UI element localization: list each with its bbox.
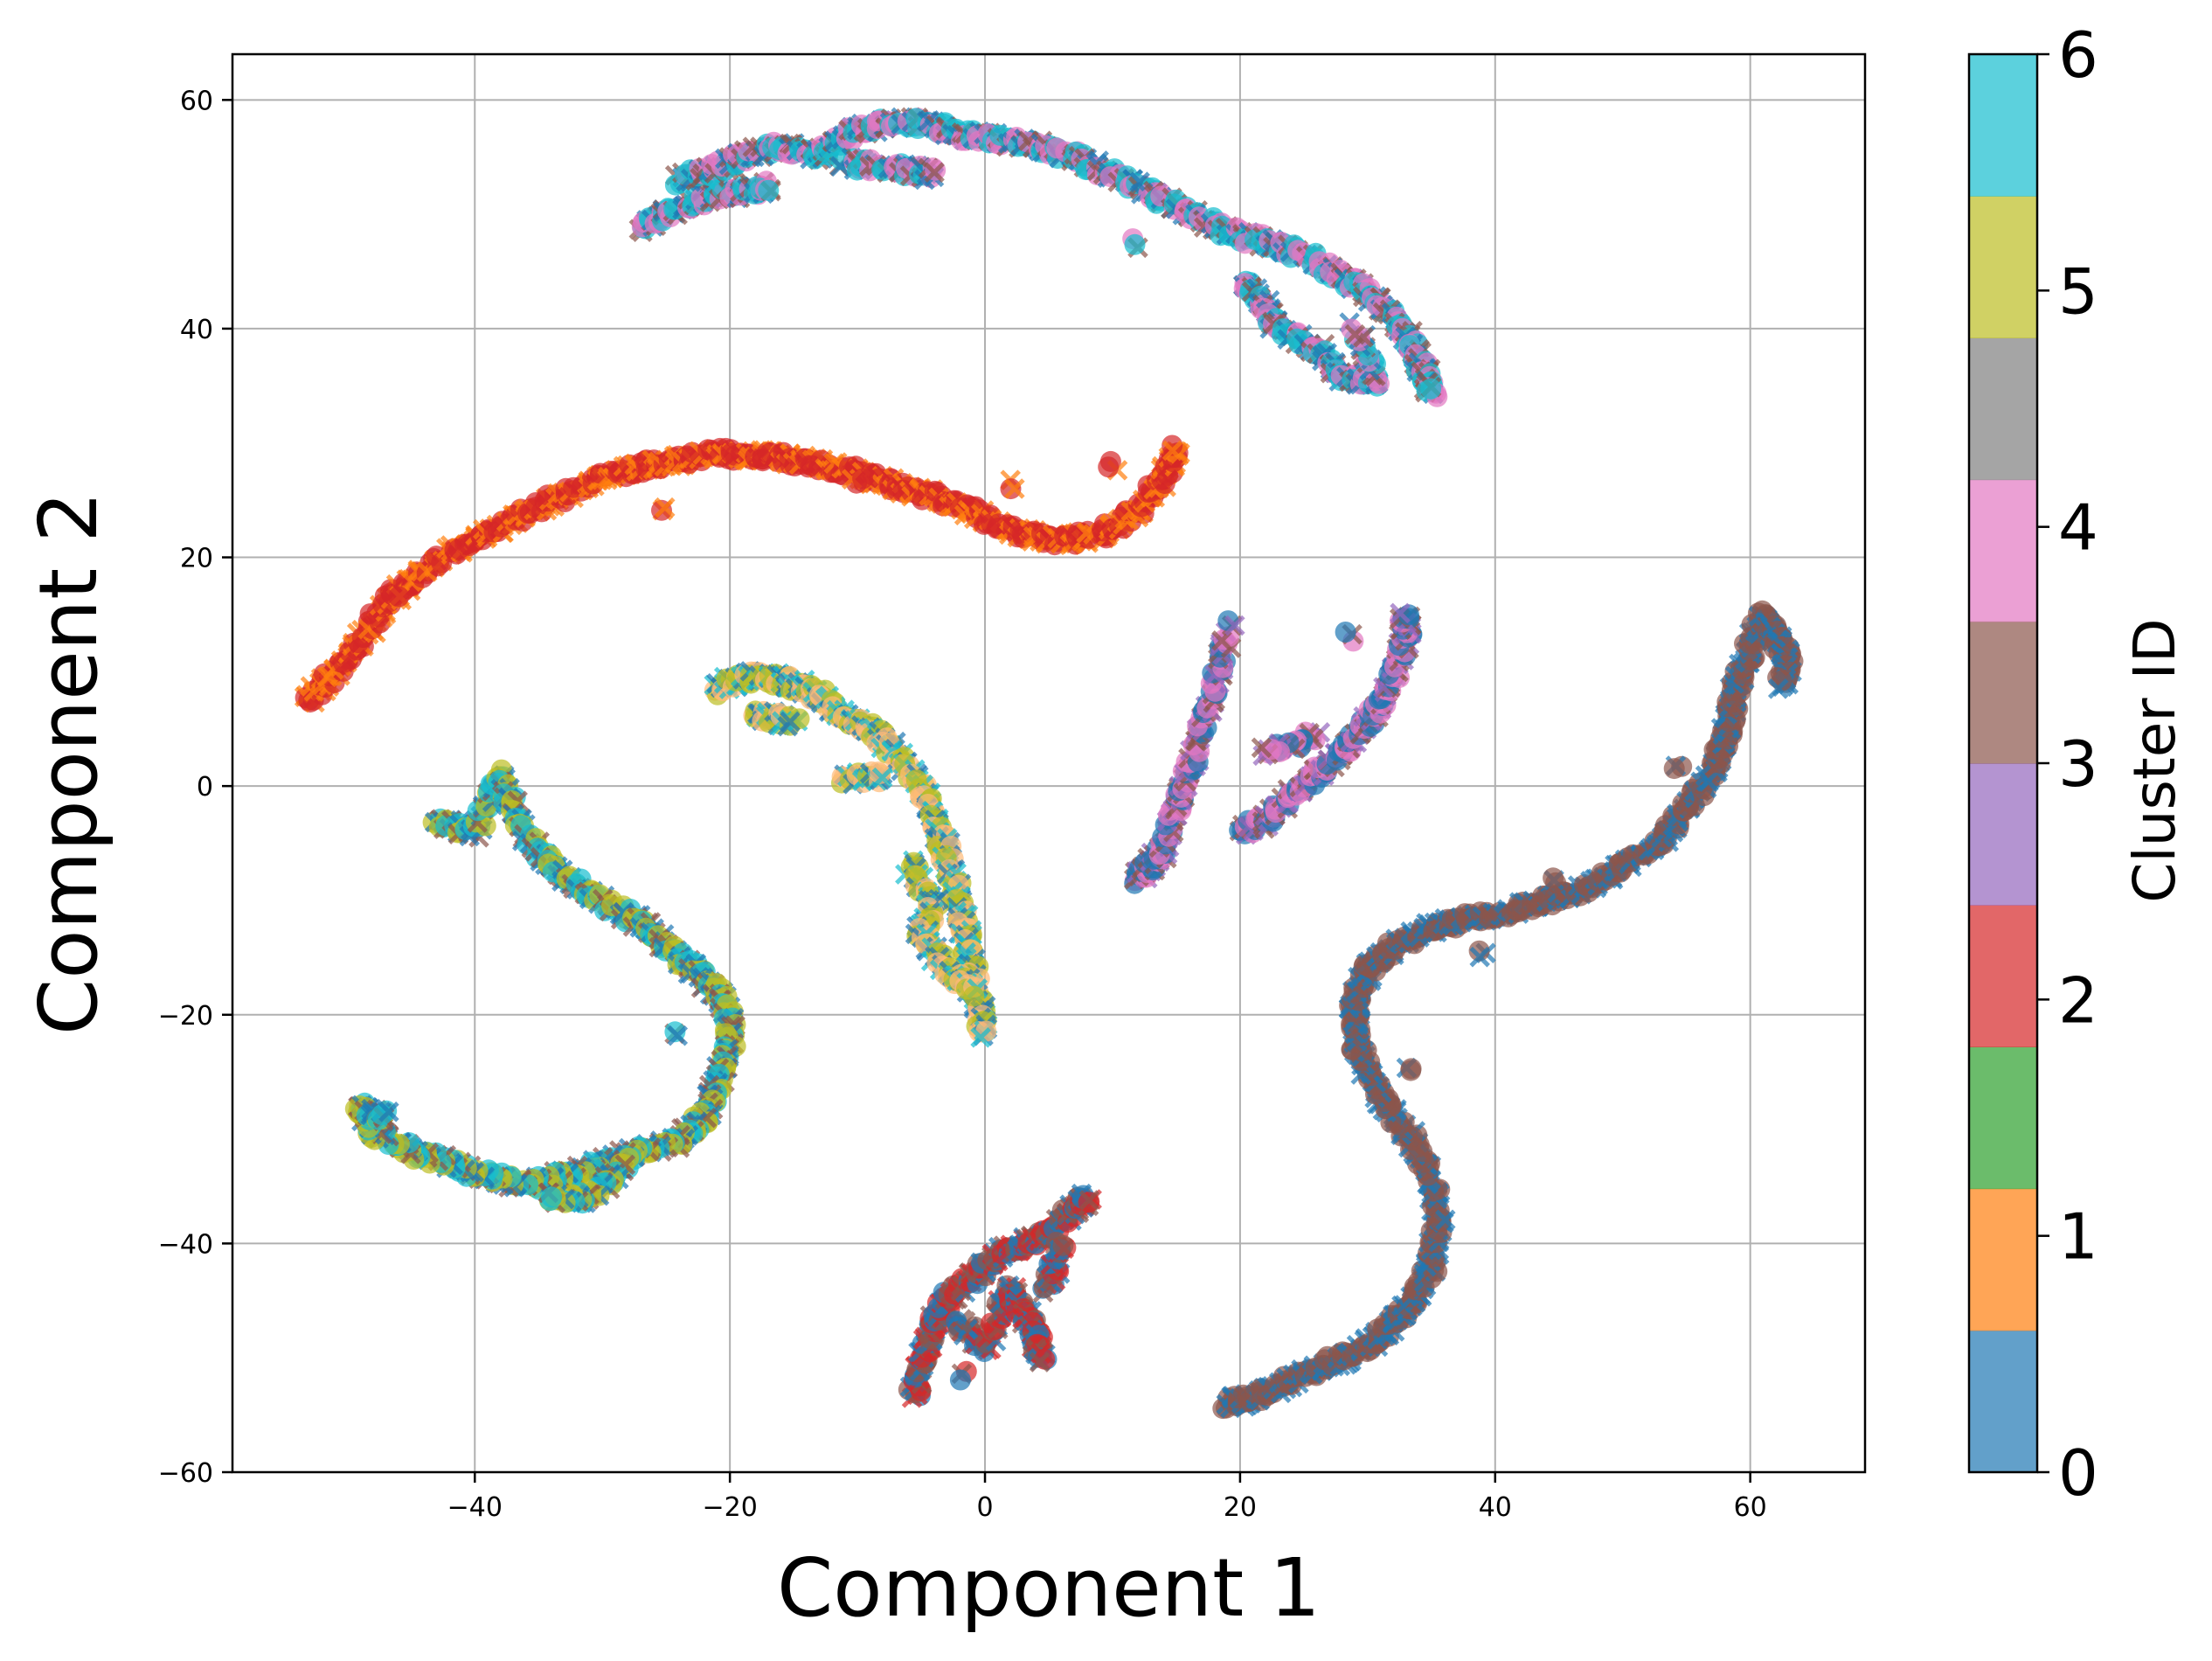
data-point-circle (1125, 234, 1146, 255)
data-point-circle (1335, 622, 1356, 643)
data-point-circle (1098, 456, 1119, 477)
data-point-circle (1001, 478, 1022, 499)
data-point-circle (950, 1370, 971, 1391)
data-point-circle (1052, 1235, 1073, 1256)
data-point-circle (963, 986, 984, 1007)
data-point-circle (852, 469, 873, 490)
data-point-circle (758, 180, 779, 201)
data-point-circle (388, 587, 409, 608)
data-point-circle (541, 1186, 562, 1207)
data-points (295, 108, 1804, 1419)
data-point-circle (1420, 379, 1441, 400)
